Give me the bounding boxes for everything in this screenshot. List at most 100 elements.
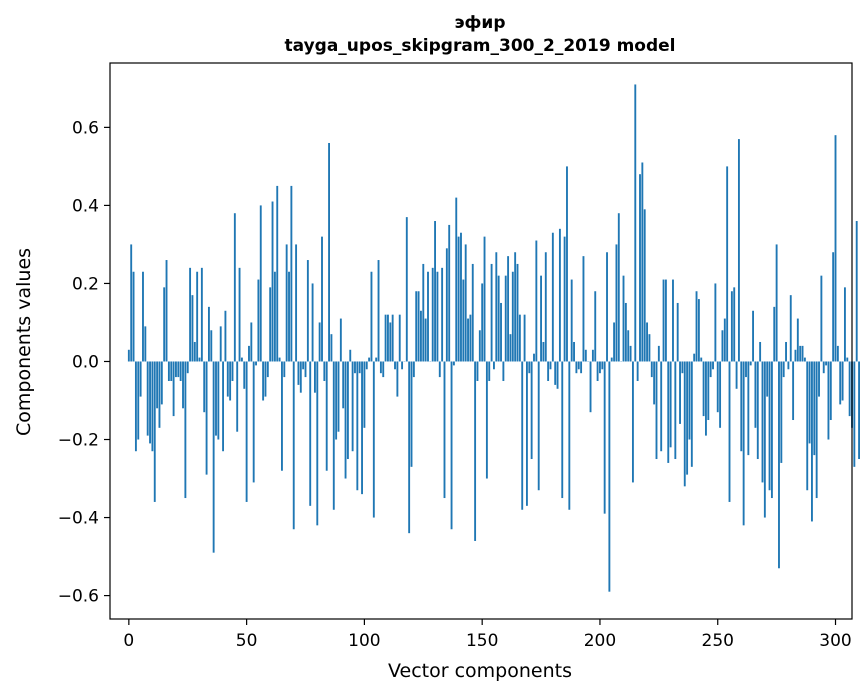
bar-224 (655, 361, 658, 460)
bar-80 (316, 361, 319, 526)
bar-78 (311, 283, 314, 362)
bar-43 (229, 361, 232, 401)
bar-205 (610, 357, 613, 362)
y-tick-label: 0.0 (72, 352, 99, 372)
bar-14 (160, 361, 163, 405)
bar-31 (200, 267, 203, 362)
bar-181 (554, 361, 557, 385)
bar-19 (172, 361, 175, 417)
bar-245 (705, 361, 707, 436)
bar-48 (240, 357, 243, 362)
bar-251 (719, 361, 722, 428)
x-tick-label: 50 (236, 631, 258, 651)
bar-271 (766, 361, 769, 397)
x-tick-label: 200 (584, 631, 616, 651)
bar-32 (203, 361, 206, 413)
bar-226 (660, 361, 663, 452)
bar-262 (745, 361, 747, 378)
bar-147 (474, 361, 477, 541)
bar-96 (354, 361, 356, 374)
bar-174 (537, 361, 540, 491)
bar-191 (577, 361, 580, 370)
bar-277 (780, 361, 783, 463)
bar-102 (368, 357, 371, 362)
bar-124 (419, 310, 422, 362)
bar-207 (615, 244, 618, 362)
bar-101 (365, 361, 368, 370)
bar-49 (243, 361, 246, 389)
bar-275 (775, 244, 778, 362)
bar-148 (476, 361, 479, 381)
bar-264 (749, 361, 752, 366)
bar-110 (387, 314, 389, 362)
bar-298 (829, 361, 832, 421)
bar-142 (462, 279, 465, 362)
bar-10 (151, 361, 154, 452)
bar-167 (521, 361, 524, 510)
bar-121 (412, 361, 415, 378)
bar-292 (815, 361, 818, 499)
bar-259 (737, 139, 740, 362)
bar-282 (792, 361, 795, 421)
bar-84 (325, 361, 328, 471)
bar-71 (295, 244, 298, 362)
bar-296 (825, 361, 828, 366)
bar-247 (709, 361, 712, 378)
bar-258 (735, 361, 738, 389)
bar-0 (127, 349, 130, 362)
bar-254 (726, 166, 729, 362)
bar-256 (730, 291, 733, 362)
bar-309 (855, 221, 858, 362)
bar-291 (813, 361, 816, 456)
bar-211 (624, 302, 627, 362)
bar-131 (436, 271, 439, 362)
bar-299 (832, 252, 835, 362)
bar-295 (822, 361, 825, 374)
bar-9 (149, 361, 151, 444)
bar-233 (676, 302, 679, 362)
bar-222 (650, 361, 653, 378)
bar-62 (273, 271, 276, 362)
bar-67 (285, 244, 288, 362)
bar-33 (205, 361, 208, 475)
bar-88 (335, 361, 338, 440)
bar-246 (707, 361, 710, 421)
bar-283 (794, 349, 797, 362)
bar-85 (328, 142, 330, 362)
bar-112 (391, 314, 394, 362)
x-tick-label: 250 (702, 631, 734, 651)
bar-236 (683, 361, 686, 487)
y-tick-label: −0.6 (58, 587, 99, 607)
bar-185 (563, 236, 566, 362)
bar-172 (533, 353, 535, 362)
bar-17 (167, 361, 170, 381)
bar-214 (631, 361, 634, 483)
bar-232 (674, 361, 677, 460)
bar-74 (302, 361, 305, 370)
bar-105 (375, 357, 378, 362)
bar-75 (304, 361, 307, 378)
bar-274 (773, 306, 776, 362)
bar-261 (742, 361, 745, 526)
x-tick-label: 0 (123, 631, 134, 651)
bar-285 (799, 345, 802, 362)
bar-176 (542, 341, 545, 362)
bar-104 (372, 361, 375, 518)
bar-37 (215, 361, 217, 436)
bar-5 (139, 361, 142, 397)
bar-73 (299, 361, 302, 393)
bar-196 (589, 361, 592, 413)
bar-11 (153, 361, 156, 502)
bar-91 (342, 361, 345, 409)
bar-215 (634, 84, 637, 362)
bars-group (127, 84, 860, 592)
bar-50 (245, 361, 248, 502)
bar-89 (337, 361, 340, 432)
bar-123 (417, 291, 420, 362)
bar-162 (509, 334, 512, 362)
bar-265 (752, 310, 754, 362)
bar-250 (716, 361, 719, 413)
bar-98 (358, 361, 361, 374)
bar-193 (582, 256, 585, 362)
bar-208 (617, 213, 620, 362)
